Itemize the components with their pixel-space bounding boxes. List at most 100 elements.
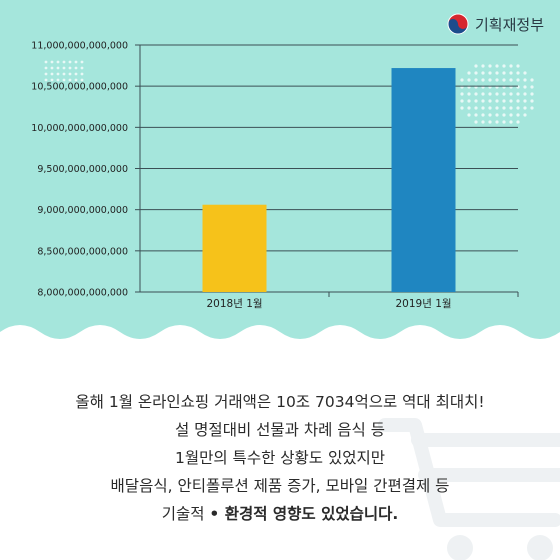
decor-dot: [62, 66, 66, 70]
decor-dot: [502, 64, 506, 68]
caption-line-5-regular: 기술적: [161, 505, 210, 523]
y-tick-label: 10,000,000,000,000: [31, 123, 128, 134]
decor-dot: [509, 64, 513, 68]
decor-dot: [62, 72, 66, 76]
bar-2018: [202, 204, 267, 292]
y-tick-label: 8,500,000,000,000: [37, 246, 128, 257]
decor-dot: [62, 78, 66, 82]
decor-dot: [509, 92, 513, 96]
wave-background: [0, 325, 560, 560]
decor-dot: [44, 72, 48, 76]
decor-dot: [474, 120, 478, 124]
decor-dot: [488, 64, 492, 68]
decor-dot: [44, 60, 48, 64]
decor-dot: [80, 60, 84, 64]
decor-dot: [62, 60, 66, 64]
decor-dot: [502, 71, 506, 75]
decor-dot: [523, 71, 527, 75]
decor-dot: [467, 78, 471, 82]
decor-dot: [56, 72, 60, 76]
decor-dot: [481, 92, 485, 96]
decor-dot: [495, 71, 499, 75]
decor-dot: [509, 71, 513, 75]
decor-dot: [481, 71, 485, 75]
caption-line-5-bold: • 환경적 영향도 있었습니다.: [209, 505, 399, 523]
decor-dot: [460, 106, 464, 110]
decor-dot: [509, 78, 513, 82]
decor-dot: [50, 72, 54, 76]
decor-dot: [460, 99, 464, 103]
decor-dot: [56, 66, 60, 70]
taegeuk-icon: [447, 13, 469, 35]
decor-dot: [516, 92, 520, 96]
decor-dot: [523, 78, 527, 82]
decor-dot: [481, 78, 485, 82]
decor-dot: [481, 120, 485, 124]
decor-dot: [516, 64, 520, 68]
decor-dot: [523, 113, 527, 117]
decor-dot: [68, 60, 72, 64]
decor-dot: [495, 92, 499, 96]
decor-dot: [56, 78, 60, 82]
decor-dot: [474, 106, 478, 110]
caption-line-4: 배달음식, 안티폴루션 제품 증가, 모바일 간편결제 등: [110, 477, 450, 495]
decor-dot: [467, 71, 471, 75]
decorative-dots-right: [460, 64, 534, 124]
decor-dot: [481, 64, 485, 68]
decor-dot: [68, 72, 72, 76]
decor-dot: [74, 60, 78, 64]
decor-dot: [467, 99, 471, 103]
decor-dot: [474, 78, 478, 82]
decor-dot: [516, 120, 520, 124]
decor-dot: [488, 78, 492, 82]
decor-dot: [56, 60, 60, 64]
decor-dot: [502, 106, 506, 110]
decor-dot: [495, 113, 499, 117]
caption-text: 올해 1월 온라인쇼핑 거래액은 10조 7034억으로 역대 최대치! 설 명…: [20, 388, 540, 528]
decor-dot: [68, 78, 72, 82]
decor-dot: [467, 113, 471, 117]
decor-dot: [523, 99, 527, 103]
decor-dot: [474, 99, 478, 103]
decor-dot: [488, 92, 492, 96]
decor-dot: [474, 113, 478, 117]
decor-dot: [495, 64, 499, 68]
decor-dot: [523, 85, 527, 89]
decor-dot: [530, 92, 534, 96]
decor-dot: [516, 78, 520, 82]
y-tick-label: 10,500,000,000,000: [31, 82, 128, 93]
decor-dot: [467, 92, 471, 96]
decor-dot: [460, 78, 464, 82]
decor-dot: [495, 78, 499, 82]
x-tick-label: 2018년 1월: [206, 298, 262, 310]
decor-dot: [495, 99, 499, 103]
decor-dot: [509, 99, 513, 103]
decor-dot: [80, 72, 84, 76]
decor-dot: [516, 106, 520, 110]
bar-2019: [391, 68, 456, 292]
decor-dot: [495, 106, 499, 110]
decor-dot: [44, 66, 48, 70]
decor-dot: [74, 78, 78, 82]
caption-line-5: 기술적 • 환경적 영향도 있었습니다.: [20, 500, 540, 528]
decor-dot: [530, 106, 534, 110]
decor-dot: [488, 71, 492, 75]
decor-dot: [74, 66, 78, 70]
decor-dot: [460, 92, 464, 96]
decor-dot: [509, 120, 513, 124]
caption-line-1: 올해 1월 온라인쇼핑 거래액은 10조 7034억으로 역대 최대치!: [75, 393, 485, 411]
decor-dot: [481, 99, 485, 103]
decor-dot: [80, 78, 84, 82]
decor-dot: [502, 99, 506, 103]
decor-dot: [509, 113, 513, 117]
decor-dot: [474, 71, 478, 75]
decor-dot: [502, 78, 506, 82]
ministry-name: 기획재정부: [475, 15, 545, 34]
y-tick-label: 9,500,000,000,000: [37, 164, 128, 175]
decor-dot: [530, 78, 534, 82]
decor-dot: [74, 72, 78, 76]
decor-dot: [488, 120, 492, 124]
decor-dot: [50, 66, 54, 70]
decor-dot: [495, 120, 499, 124]
decorative-dots-left: [44, 60, 84, 82]
